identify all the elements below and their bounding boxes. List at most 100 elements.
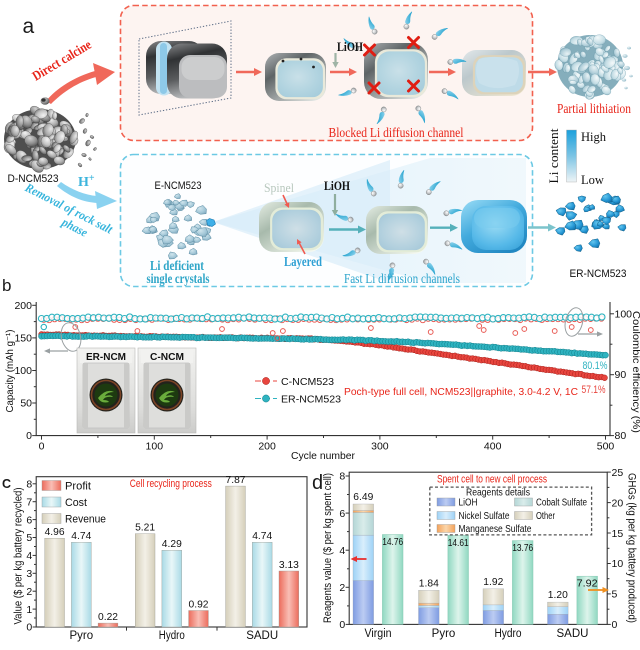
svg-text:1.20: 1.20 <box>548 589 568 601</box>
svg-text:200: 200 <box>14 300 32 312</box>
svg-text:0.92: 0.92 <box>189 599 209 611</box>
svg-text:Reagents value ($ per kg spent: Reagents value ($ per kg spent cell) <box>322 473 334 623</box>
svg-text:7.87: 7.87 <box>226 474 246 486</box>
svg-text:25: 25 <box>612 467 624 479</box>
svg-text:Partial lithiation: Partial lithiation <box>557 101 631 116</box>
svg-text:E-NCM523: E-NCM523 <box>155 180 202 192</box>
svg-text:Reagents details: Reagents details <box>466 487 530 499</box>
svg-text:0: 0 <box>339 619 345 631</box>
svg-text:D-NCM523: D-NCM523 <box>8 173 59 185</box>
svg-text:Coulombic efficiency (%): Coulombic efficiency (%) <box>630 311 640 433</box>
svg-text:Blocked Li diffusion channel: Blocked Li diffusion channel <box>329 125 464 140</box>
svg-text:Fast Li diffusion channels: Fast Li diffusion channels <box>344 271 460 286</box>
svg-text:SADU: SADU <box>557 628 589 640</box>
svg-text:C: C <box>2 477 11 491</box>
svg-text:b: b <box>2 276 11 295</box>
svg-text:80: 80 <box>615 430 627 442</box>
svg-text:Spinel: Spinel <box>264 181 294 195</box>
svg-text:Revenue: Revenue <box>65 514 106 526</box>
svg-text:3.13: 3.13 <box>279 559 299 571</box>
svg-text:4: 4 <box>339 545 345 557</box>
svg-text:13.76: 13.76 <box>512 542 533 554</box>
svg-text:Spent cell to new cell process: Spent cell to new cell process <box>437 474 547 486</box>
svg-text:Cycle number: Cycle number <box>291 450 355 462</box>
svg-text:500: 500 <box>597 441 615 453</box>
svg-text:2: 2 <box>26 586 32 598</box>
svg-text:10: 10 <box>612 558 624 570</box>
svg-text:High: High <box>581 130 607 144</box>
svg-text:0: 0 <box>39 441 45 453</box>
svg-text:50: 50 <box>20 398 32 410</box>
svg-text:ER-NCM: ER-NCM <box>86 352 126 363</box>
svg-text:5: 5 <box>26 532 32 544</box>
svg-text:57.1%: 57.1% <box>582 384 606 396</box>
svg-text:4: 4 <box>26 550 32 562</box>
svg-text:C-NCM523: C-NCM523 <box>281 377 334 388</box>
svg-text:Li content: Li content <box>547 128 561 184</box>
svg-text:LiOH: LiOH <box>337 39 363 54</box>
svg-text:Layered: Layered <box>284 254 322 269</box>
svg-text:Hydro: Hydro <box>495 628 522 640</box>
svg-text:6: 6 <box>26 514 32 526</box>
svg-text:Capacity (mAh g⁻¹): Capacity (mAh g⁻¹) <box>4 330 16 413</box>
svg-text:0.22: 0.22 <box>98 611 118 623</box>
svg-text:80.1%: 80.1% <box>583 360 608 372</box>
svg-text:5: 5 <box>612 589 618 601</box>
svg-text:4.74: 4.74 <box>252 530 272 542</box>
svg-text:100: 100 <box>14 365 32 377</box>
svg-text:Li deficient: Li deficient <box>150 258 204 273</box>
svg-text:Manganese Sulfate: Manganese Sulfate <box>459 524 532 535</box>
svg-text:8: 8 <box>26 479 32 491</box>
svg-text:ER-NCM523: ER-NCM523 <box>281 395 341 406</box>
svg-text:1: 1 <box>26 604 32 616</box>
svg-text:Pyro: Pyro <box>69 630 93 642</box>
svg-text:3: 3 <box>26 568 32 580</box>
svg-text:7: 7 <box>26 496 32 508</box>
svg-text:150: 150 <box>14 332 32 344</box>
svg-text:100: 100 <box>615 308 633 320</box>
svg-text:8: 8 <box>339 471 345 483</box>
svg-text:1.84: 1.84 <box>419 577 439 589</box>
svg-text:20: 20 <box>612 497 624 509</box>
svg-text:Cell recycling process: Cell recycling process <box>130 478 212 490</box>
svg-text:0: 0 <box>26 430 32 442</box>
svg-text:Poch-type full cell, NCM523||g: Poch-type full cell, NCM523||graphite, 3… <box>344 386 578 398</box>
svg-text:Cobalt Sulfate: Cobalt Sulfate <box>536 498 587 509</box>
svg-text:5.21: 5.21 <box>135 522 155 534</box>
svg-text:a: a <box>23 15 35 38</box>
svg-text:400: 400 <box>484 441 502 453</box>
svg-text:Other: Other <box>536 511 556 522</box>
svg-text:Low: Low <box>581 173 604 187</box>
svg-text:0: 0 <box>612 619 618 631</box>
svg-text:90: 90 <box>615 369 627 381</box>
svg-text:2: 2 <box>339 582 345 594</box>
svg-text:300: 300 <box>371 441 389 453</box>
svg-text:Cost: Cost <box>65 497 87 509</box>
svg-text:7.92: 7.92 <box>577 578 598 590</box>
svg-text:200: 200 <box>258 441 276 453</box>
svg-text:C-NCM: C-NCM <box>150 352 184 363</box>
svg-text:GHGs (kg per kg battery produc: GHGs (kg per kg battery produced) <box>626 473 638 623</box>
svg-text:0: 0 <box>26 622 32 634</box>
svg-text:100: 100 <box>146 441 164 453</box>
svg-text:ER-NCM523: ER-NCM523 <box>570 268 627 280</box>
svg-text:SADU: SADU <box>246 630 278 642</box>
svg-text:6: 6 <box>339 508 345 520</box>
svg-text:Nickel Sulfate: Nickel Sulfate <box>459 511 510 522</box>
svg-text:LiOH: LiOH <box>324 178 350 193</box>
svg-text:Profit: Profit <box>65 481 91 493</box>
svg-text:1.92: 1.92 <box>483 576 503 588</box>
svg-text:15: 15 <box>612 528 624 540</box>
svg-text:single crystals: single crystals <box>147 271 210 286</box>
svg-text:Pyro: Pyro <box>432 628 456 640</box>
svg-text:Value ($ per kg battery recycl: Value ($ per kg battery recycled) <box>13 488 25 625</box>
svg-text:6.49: 6.49 <box>353 491 373 503</box>
svg-text:4.29: 4.29 <box>162 538 182 550</box>
svg-text:Hydro: Hydro <box>159 630 185 642</box>
svg-text:14.76: 14.76 <box>382 536 403 548</box>
svg-text:14.61: 14.61 <box>448 537 469 549</box>
svg-text:LiOH: LiOH <box>459 498 478 509</box>
svg-text:Virgin: Virgin <box>365 628 392 640</box>
svg-text:d: d <box>312 472 323 494</box>
svg-text:4.74: 4.74 <box>71 530 91 542</box>
